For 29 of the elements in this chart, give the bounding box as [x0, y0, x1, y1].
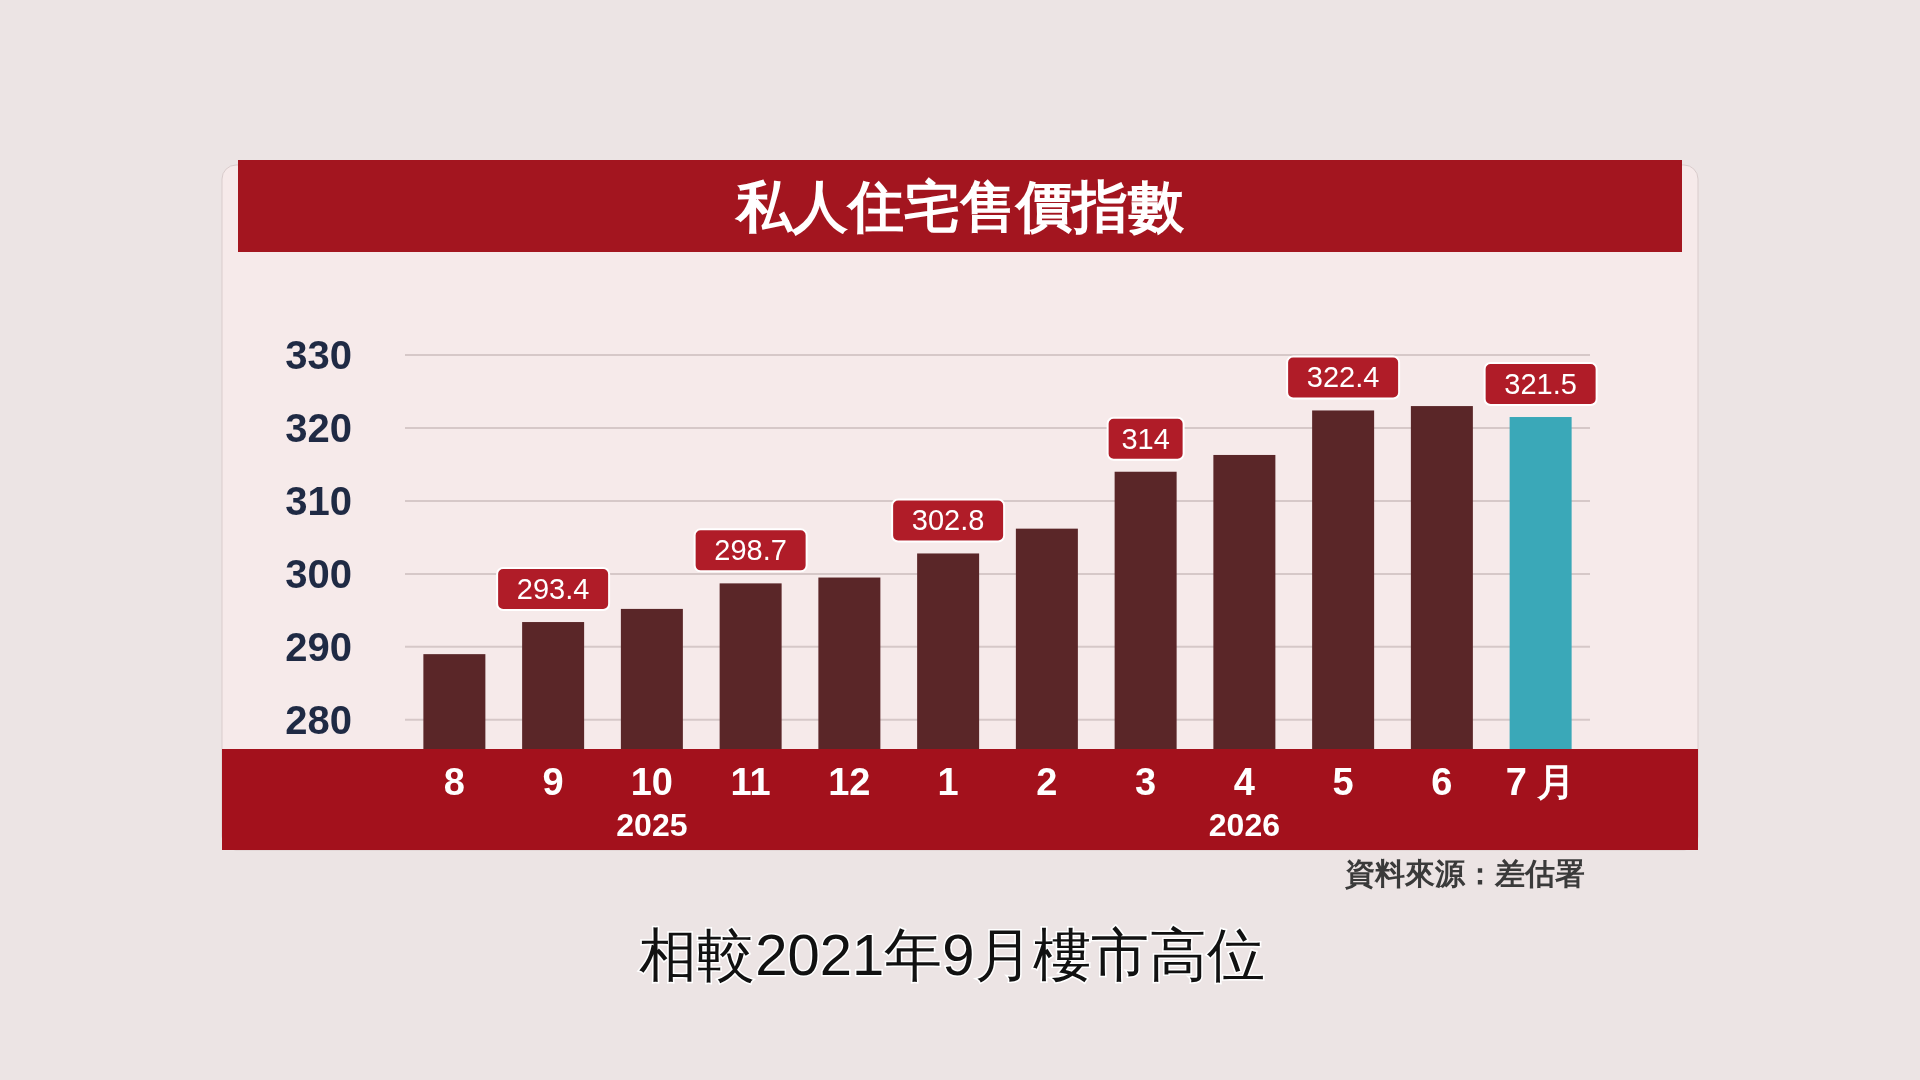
x-tick-label: 9	[542, 761, 564, 803]
text: 2025	[616, 807, 688, 843]
x-tick-label: 6	[1431, 761, 1453, 803]
data-label: 298.7	[714, 534, 787, 567]
text: 2026	[1208, 807, 1280, 843]
x-tick-label: 1	[937, 761, 959, 803]
data-label: 293.4	[516, 573, 590, 606]
chart-title: 私人住宅售價指數	[734, 175, 1185, 238]
x-tick-label: 3	[1135, 761, 1157, 803]
text: 相較2021年9月樓市高位	[639, 922, 1265, 987]
data-label: 314	[1121, 422, 1170, 455]
y-tick-label: 300	[285, 551, 352, 596]
data-label: 302.8	[911, 504, 985, 537]
y-tick-label: 330	[285, 333, 352, 377]
x-tick-label: 7 月	[1505, 761, 1576, 803]
y-tick-label: 280	[285, 697, 352, 742]
x-tick-label: 10	[630, 761, 674, 803]
y-tick-label: 320	[285, 405, 352, 450]
x-tick-label: 2	[1036, 761, 1058, 803]
x-tick-label: 12	[828, 761, 871, 803]
data-label: 322.4	[1306, 361, 1380, 394]
x-tick-label: 4	[1233, 761, 1255, 803]
x-tick-label: 8	[443, 761, 465, 803]
y-tick-label: 310	[285, 478, 352, 523]
x-tick-label: 11	[730, 761, 771, 803]
source-note: 資料來源：差估署	[1344, 857, 1585, 890]
x-tick-label: 5	[1332, 761, 1354, 803]
data-label: 321.5	[1504, 368, 1577, 401]
y-tick-label: 290	[285, 624, 352, 669]
